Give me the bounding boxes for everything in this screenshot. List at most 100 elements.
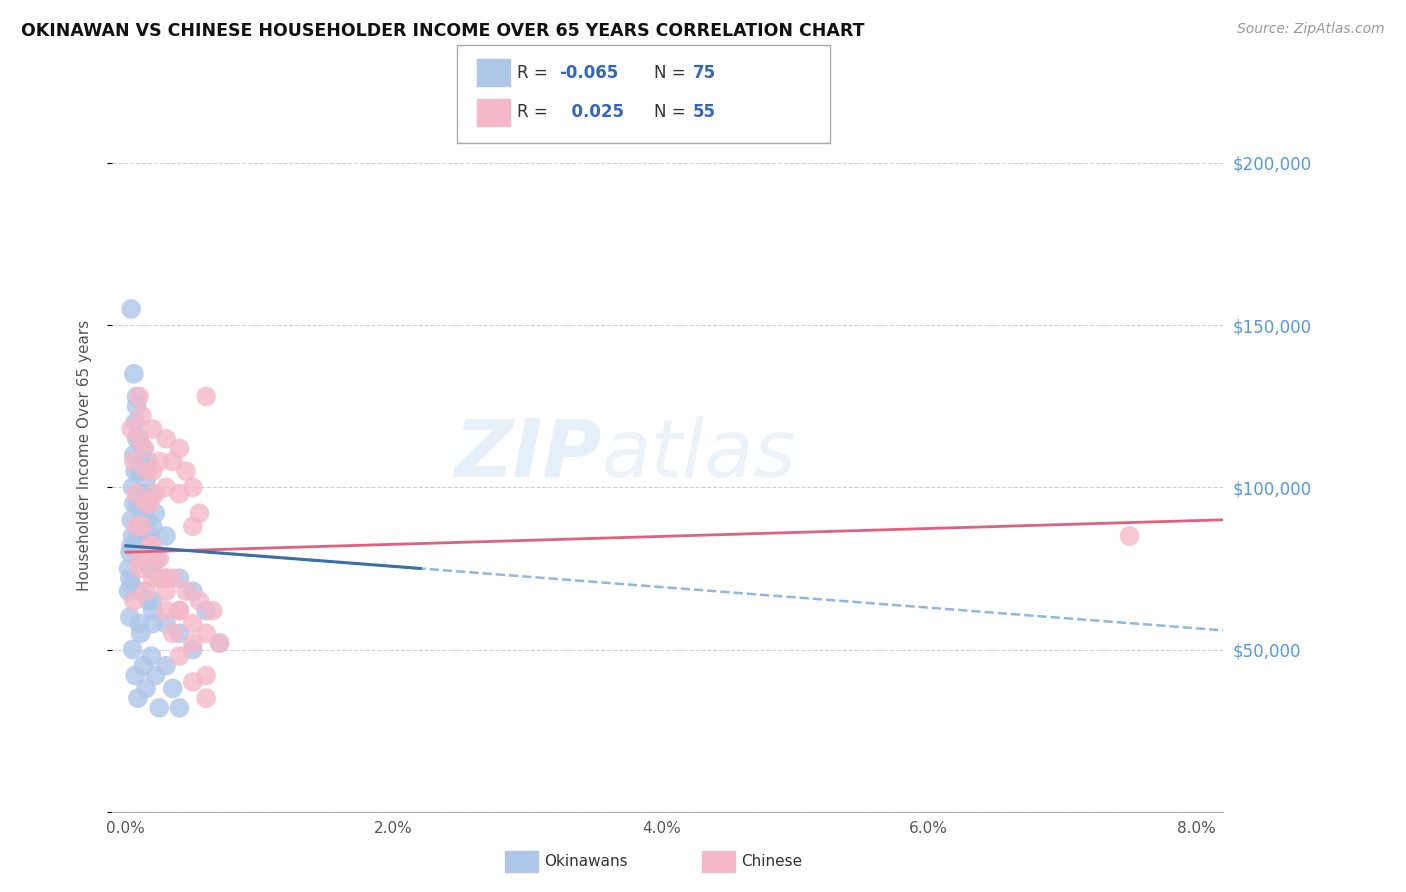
Point (131, 409, 153, 423)
Point (131, 454, 153, 468)
Point (135, 497, 157, 511)
Point (118, 571, 141, 585)
Point (169, 626, 191, 640)
Point (138, 497, 160, 511)
Point (142, 594, 165, 608)
Point (122, 497, 145, 511)
Point (128, 616, 150, 631)
Point (201, 604, 224, 618)
Point (128, 561, 150, 575)
Point (141, 648, 163, 663)
Point (195, 691, 218, 706)
Text: Source: ZipAtlas.com: Source: ZipAtlas.com (1237, 22, 1385, 37)
Point (125, 432, 148, 446)
Point (135, 584, 157, 599)
Text: ZIP: ZIP (454, 416, 602, 494)
Point (125, 487, 148, 501)
Point (122, 448, 145, 462)
Point (121, 480, 143, 494)
Point (118, 610, 141, 624)
Point (188, 506, 211, 520)
Point (131, 506, 153, 520)
Point (155, 571, 177, 585)
Point (195, 604, 218, 618)
Point (127, 497, 149, 511)
Point (169, 442, 191, 456)
Point (208, 636, 231, 650)
Point (143, 668, 166, 682)
Point (139, 561, 162, 575)
Point (120, 513, 142, 527)
Point (124, 668, 146, 682)
Point (134, 539, 156, 553)
Point (145, 551, 167, 566)
Point (128, 519, 150, 533)
Point (181, 616, 204, 631)
Point (181, 480, 204, 494)
Point (162, 626, 184, 640)
Point (117, 561, 139, 575)
Point (122, 454, 145, 468)
Point (148, 701, 170, 715)
Point (142, 422, 165, 436)
Point (142, 551, 165, 566)
Point (136, 529, 159, 543)
Point (124, 416, 146, 430)
Point (181, 584, 204, 599)
Point (142, 519, 165, 533)
Point (127, 529, 149, 543)
Text: R =: R = (517, 64, 554, 82)
Point (174, 584, 197, 599)
Point (169, 604, 191, 618)
Point (142, 487, 165, 501)
Point (155, 604, 177, 618)
Point (125, 399, 148, 413)
Text: 75: 75 (693, 64, 716, 82)
Point (132, 497, 155, 511)
Point (181, 519, 204, 533)
Point (169, 604, 191, 618)
Point (148, 571, 170, 585)
Point (118, 545, 141, 559)
Point (169, 571, 191, 585)
Point (155, 432, 177, 446)
Point (155, 616, 177, 631)
Point (131, 464, 153, 478)
Point (135, 474, 157, 488)
Text: 55: 55 (693, 103, 716, 121)
Point (181, 642, 204, 657)
Point (125, 519, 148, 533)
Point (128, 432, 150, 446)
Point (162, 454, 184, 468)
Point (120, 577, 142, 591)
Point (143, 487, 166, 501)
Point (142, 616, 165, 631)
Point (122, 367, 145, 381)
Point (142, 561, 165, 575)
Point (128, 551, 150, 566)
Point (195, 668, 218, 682)
Point (142, 571, 165, 585)
Text: Chinese: Chinese (741, 855, 801, 869)
Point (148, 454, 170, 468)
Point (125, 390, 148, 404)
Point (128, 584, 150, 599)
Point (181, 636, 204, 650)
Point (134, 442, 156, 456)
Point (135, 519, 157, 533)
Point (169, 701, 191, 715)
Point (139, 529, 162, 543)
Text: 0.025: 0.025 (560, 103, 624, 121)
Point (128, 487, 150, 501)
Point (132, 658, 155, 673)
Point (120, 301, 142, 316)
Point (138, 594, 160, 608)
Text: atlas: atlas (602, 416, 796, 494)
Point (142, 604, 165, 618)
Text: Okinawans: Okinawans (544, 855, 627, 869)
Point (120, 539, 142, 553)
Point (148, 551, 170, 566)
Point (120, 422, 142, 436)
Text: -0.065: -0.065 (560, 64, 619, 82)
Point (135, 681, 157, 696)
